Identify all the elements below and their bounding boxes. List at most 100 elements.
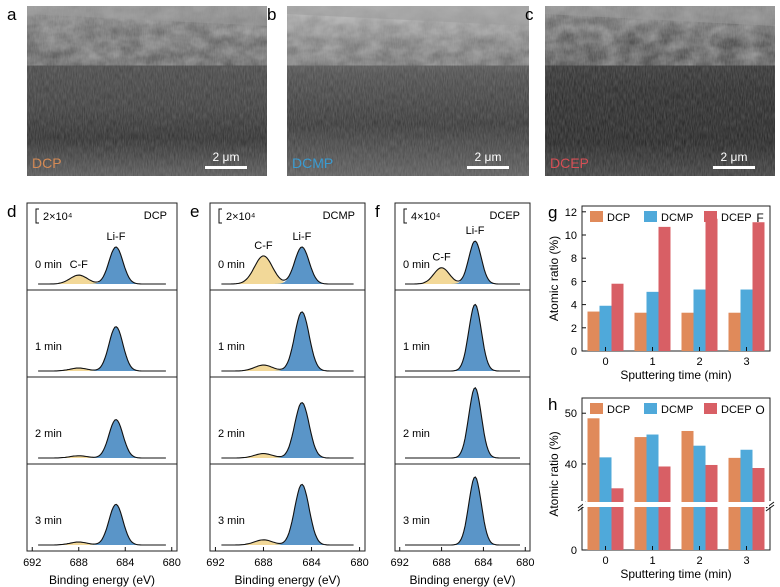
y-tick-label: 50 [565,408,577,420]
sem-scale-text: 2 μm [721,150,748,164]
cf-peak [221,365,354,371]
legend-swatch-dcp [590,403,603,414]
x-tick-label: 684 [302,557,320,569]
time-label: 2 min [403,428,430,440]
xps-envelope [405,303,520,372]
cf-peak [221,539,354,545]
chart-frame [581,397,771,551]
x-tick-label: 0 [602,555,608,567]
cf-peak [404,267,521,284]
time-label: 1 min [35,341,62,353]
xps-envelope [221,246,354,285]
time-label: 3 min [218,515,245,527]
x-tick-label: 692 [391,557,409,569]
x-tick-label: 692 [23,557,41,569]
panel-letter-b: b [267,5,276,24]
lif-peak-label: Li-F [292,231,311,243]
xps-panel-dcp: d 2×10⁴ DCP 0 min Li-F C-F 1 min 2 min 3 min 692 6… [7,202,181,587]
x-axis-label: Sputtering time (min) [620,567,731,581]
xps-envelope [38,326,166,372]
x-tick-label: 680 [516,557,534,569]
bar-dcep [611,488,624,550]
sem-scale-text: 2 μm [213,150,240,164]
sem-scale-bar [713,166,755,169]
xps-panel-name: DCEP [489,210,520,222]
y-tick-label: 2 [571,323,577,335]
bar-dcp [728,312,741,351]
bar-dcep [705,218,718,351]
x-axis-label: Binding energy (eV) [49,573,155,587]
xps-envelope [38,418,166,459]
sem-noise [27,6,267,176]
y-axis-label: Atomic ratio (%) [547,431,561,516]
time-label: 3 min [35,515,62,527]
xps-panel-name: DCMP [323,210,355,222]
cf-peak-label: C-F [70,259,89,271]
sem-label-dcmp: DCMP [292,155,333,171]
bar-dcp [634,312,647,351]
bar-dcp [587,418,600,550]
y-tick-label: 4 [571,300,577,312]
sem-noise [545,6,775,176]
x-tick-label: 2 [696,356,702,368]
bar-dcp [634,437,647,550]
chart-frame [581,205,771,352]
bar-dcmp [646,434,659,550]
legend-swatch-dcep [704,211,717,222]
panel-letter-g: g [548,203,557,222]
panel-letter-c: c [525,5,534,24]
x-tick-label: 3 [743,555,749,567]
bar-chart-h: h 0 40 50 0 1 2 3 DCP DCMP DCEP O Sputtering time (m… [547,395,775,581]
time-label: 0 min [218,259,245,271]
bar-dcep [752,222,765,351]
cf-peak [38,542,166,545]
xps-envelope [38,503,166,546]
cf-peak [221,453,354,458]
bar-dcp [681,430,694,550]
xps-envelope [405,387,520,459]
element-label: F [756,211,763,225]
x-tick-label: 1 [649,356,655,368]
xps-envelope [405,240,520,285]
legend-swatch-dcep [704,403,717,414]
legend-label-dcmp: DCMP [661,212,693,224]
time-label: 1 min [218,341,245,353]
element-label: O [755,403,764,417]
sem-noise [287,6,529,176]
sem-scale-bar [467,166,509,169]
y-axis-label: Atomic ratio (%) [547,236,561,321]
x-tick-label: 684 [116,557,134,569]
panel-letter-f: f [375,202,380,221]
axis-break-band [583,502,769,507]
legend-swatch-dcp [590,211,603,222]
cf-peak-label: C-F [254,240,273,252]
x-tick-label: 688 [432,557,450,569]
bar-dcmp [740,289,753,351]
bar-dcep [658,466,671,550]
y-tick-label: 40 [565,459,577,471]
x-tick-label: 684 [474,557,492,569]
sem-image-dcmp: DCMP 2 μm [287,6,529,176]
sem-scale-text: 2 μm [475,150,502,164]
panel-letter-e: e [190,202,199,221]
lif-peak-label: Li-F [106,231,125,243]
y-tick-label: 8 [571,253,577,265]
bar-dcep [658,226,671,351]
axis-break-mark [765,504,775,512]
bar-dcmp [693,445,706,550]
x-tick-label: 688 [254,557,272,569]
sem-panels: a DCP 2 μm b DCMP 2 μm c DCEP 2 μm [7,5,775,176]
time-label: 3 min [403,515,430,527]
cf-peak-label: C-F [432,252,451,264]
cf-peak [221,255,354,284]
bar-dcmp [599,305,612,351]
sem-surface [545,6,775,28]
y-tick-label: 0 [571,545,577,557]
xps-envelope [221,401,354,459]
panel-letter-h: h [548,395,557,414]
x-axis-label: Binding energy (eV) [409,573,515,587]
panel-letter-d: d [7,202,16,221]
